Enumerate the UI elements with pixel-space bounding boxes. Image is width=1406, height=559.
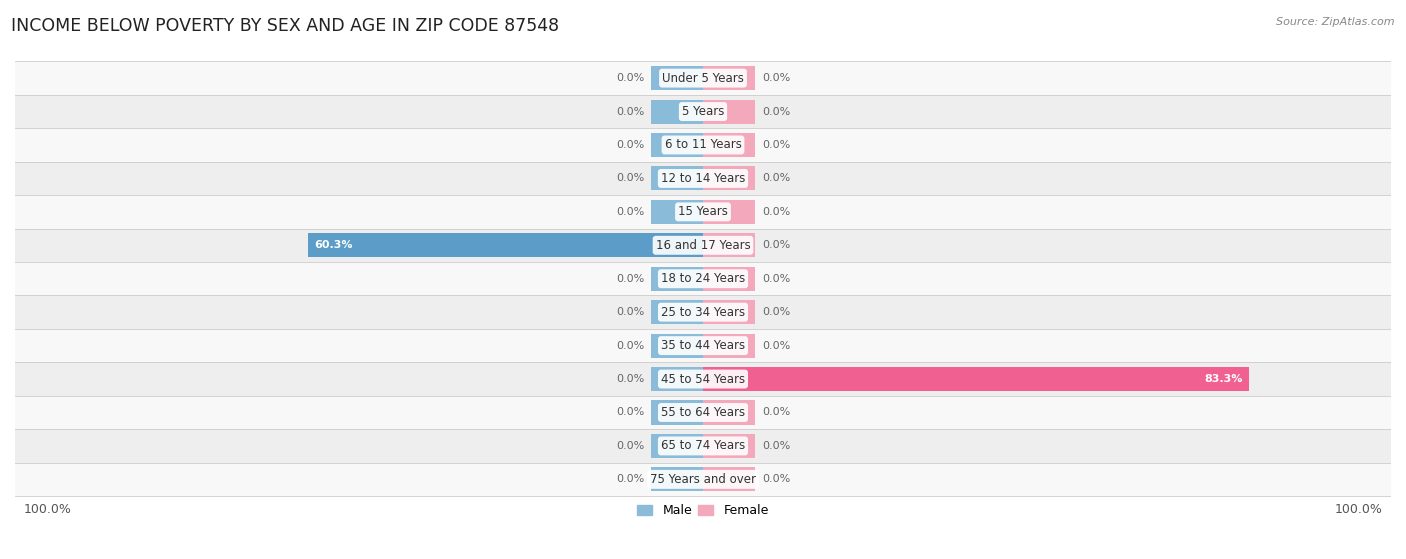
Bar	[703, 66, 755, 90]
Text: Under 5 Years: Under 5 Years	[662, 72, 744, 84]
Bar	[15, 429, 1391, 463]
Bar	[703, 467, 755, 491]
Bar	[651, 300, 703, 324]
Bar	[15, 329, 1391, 362]
Bar	[703, 267, 755, 291]
Text: 0.0%: 0.0%	[616, 274, 644, 284]
Text: 65 to 74 Years: 65 to 74 Years	[661, 439, 745, 452]
Text: 0.0%: 0.0%	[762, 340, 790, 350]
Bar	[651, 434, 703, 458]
Bar	[308, 233, 703, 257]
Text: 60.3%: 60.3%	[315, 240, 353, 250]
Bar	[651, 167, 703, 191]
Bar	[651, 100, 703, 124]
Text: 0.0%: 0.0%	[616, 475, 644, 484]
Bar	[15, 195, 1391, 229]
Bar	[15, 396, 1391, 429]
Bar	[651, 400, 703, 424]
Bar	[15, 463, 1391, 496]
Text: 0.0%: 0.0%	[616, 374, 644, 384]
Text: 0.0%: 0.0%	[762, 173, 790, 183]
Bar	[651, 334, 703, 358]
Bar	[703, 367, 1249, 391]
Text: 0.0%: 0.0%	[762, 73, 790, 83]
Text: 45 to 54 Years: 45 to 54 Years	[661, 372, 745, 386]
Text: 35 to 44 Years: 35 to 44 Years	[661, 339, 745, 352]
Bar	[15, 229, 1391, 262]
Text: 83.3%: 83.3%	[1204, 374, 1243, 384]
Text: 0.0%: 0.0%	[616, 340, 644, 350]
Text: 0.0%: 0.0%	[762, 441, 790, 451]
Bar	[15, 162, 1391, 195]
Bar	[651, 467, 703, 491]
Text: 0.0%: 0.0%	[616, 173, 644, 183]
Bar	[15, 296, 1391, 329]
Text: 0.0%: 0.0%	[616, 408, 644, 418]
Bar	[651, 200, 703, 224]
Bar	[651, 267, 703, 291]
Bar	[703, 434, 755, 458]
Text: 18 to 24 Years: 18 to 24 Years	[661, 272, 745, 285]
Bar	[651, 133, 703, 157]
Text: 5 Years: 5 Years	[682, 105, 724, 118]
Bar	[703, 334, 755, 358]
Text: 0.0%: 0.0%	[762, 475, 790, 484]
Bar	[15, 262, 1391, 296]
Bar	[651, 66, 703, 90]
Text: 0.0%: 0.0%	[762, 207, 790, 217]
Text: 25 to 34 Years: 25 to 34 Years	[661, 306, 745, 319]
Text: 0.0%: 0.0%	[762, 240, 790, 250]
Text: 0.0%: 0.0%	[762, 107, 790, 116]
Text: 0.0%: 0.0%	[616, 73, 644, 83]
Text: 0.0%: 0.0%	[616, 140, 644, 150]
Text: 0.0%: 0.0%	[762, 140, 790, 150]
Text: 0.0%: 0.0%	[616, 107, 644, 116]
Bar	[703, 233, 755, 257]
Text: INCOME BELOW POVERTY BY SEX AND AGE IN ZIP CODE 87548: INCOME BELOW POVERTY BY SEX AND AGE IN Z…	[11, 17, 560, 35]
Text: 15 Years: 15 Years	[678, 205, 728, 219]
Text: 0.0%: 0.0%	[616, 207, 644, 217]
Text: 12 to 14 Years: 12 to 14 Years	[661, 172, 745, 185]
Bar	[15, 95, 1391, 128]
Text: Source: ZipAtlas.com: Source: ZipAtlas.com	[1277, 17, 1395, 27]
Bar	[15, 362, 1391, 396]
Text: 6 to 11 Years: 6 to 11 Years	[665, 139, 741, 151]
Text: 16 and 17 Years: 16 and 17 Years	[655, 239, 751, 252]
Bar	[651, 367, 703, 391]
Bar	[15, 128, 1391, 162]
Bar	[703, 400, 755, 424]
Text: 0.0%: 0.0%	[762, 274, 790, 284]
Bar	[703, 300, 755, 324]
Bar	[703, 167, 755, 191]
Bar	[703, 100, 755, 124]
Text: 0.0%: 0.0%	[616, 307, 644, 317]
Text: 0.0%: 0.0%	[616, 441, 644, 451]
Text: 55 to 64 Years: 55 to 64 Years	[661, 406, 745, 419]
Legend: Male, Female: Male, Female	[633, 499, 773, 522]
Bar	[15, 61, 1391, 95]
Text: 75 Years and over: 75 Years and over	[650, 473, 756, 486]
Bar	[703, 200, 755, 224]
Text: 0.0%: 0.0%	[762, 408, 790, 418]
Text: 0.0%: 0.0%	[762, 307, 790, 317]
Bar	[703, 133, 755, 157]
